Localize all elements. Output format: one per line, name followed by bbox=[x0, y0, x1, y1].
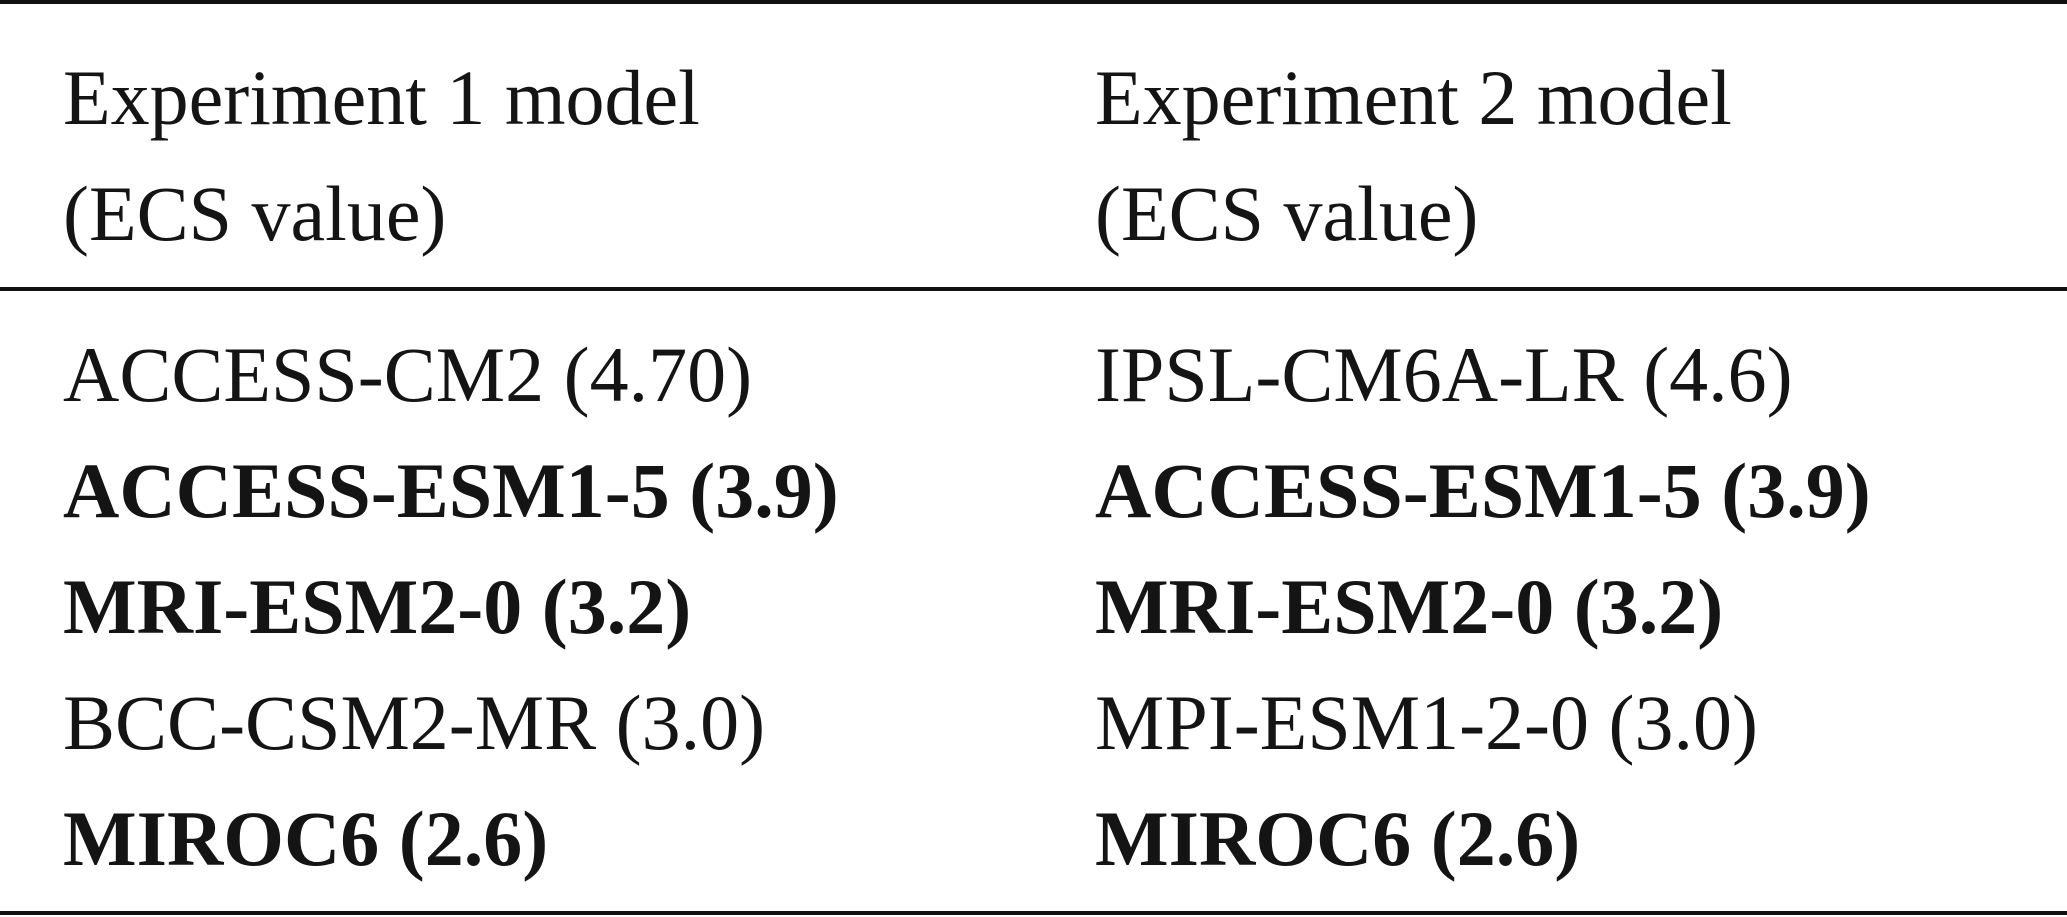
table-cell-exp2: MPI-ESM1-2-0 (3.0) bbox=[1095, 679, 1758, 766]
table-cell-exp1: MIROC6 (2.6) bbox=[63, 795, 549, 882]
table-cell-exp1: MRI-ESM2-0 (3.2) bbox=[63, 563, 692, 650]
table-top-rule bbox=[0, 0, 2067, 4]
experiment-2-column: IPSL-CM6A-LR (4.6) ACCESS-ESM1-5 (3.9) M… bbox=[1095, 323, 1871, 903]
header-experiment-2-line2: (ECS value) bbox=[1095, 170, 1479, 257]
header-experiment-2-line1: Experiment 2 model bbox=[1095, 54, 1732, 141]
header-experiment-2: Experiment 2 model (ECS value) bbox=[1095, 40, 1732, 272]
table-bottom-rule bbox=[0, 911, 2067, 915]
header-experiment-1: Experiment 1 model (ECS value) bbox=[63, 40, 700, 272]
table-header-rule bbox=[0, 287, 2067, 291]
table-cell-exp2: MRI-ESM2-0 (3.2) bbox=[1095, 563, 1724, 650]
table-cell-exp1: ACCESS-CM2 (4.70) bbox=[63, 331, 753, 418]
table-cell-exp1: BCC-CSM2-MR (3.0) bbox=[63, 679, 766, 766]
table-cell-exp2: MIROC6 (2.6) bbox=[1095, 795, 1581, 882]
table-cell-exp2: ACCESS-ESM1-5 (3.9) bbox=[1095, 447, 1871, 534]
table-cell-exp2: IPSL-CM6A-LR (4.6) bbox=[1095, 331, 1793, 418]
table-cell-exp1: ACCESS-ESM1-5 (3.9) bbox=[63, 447, 839, 534]
header-experiment-1-line1: Experiment 1 model bbox=[63, 54, 700, 141]
header-experiment-1-line2: (ECS value) bbox=[63, 170, 447, 257]
experiment-1-column: ACCESS-CM2 (4.70) ACCESS-ESM1-5 (3.9) MR… bbox=[63, 323, 839, 903]
